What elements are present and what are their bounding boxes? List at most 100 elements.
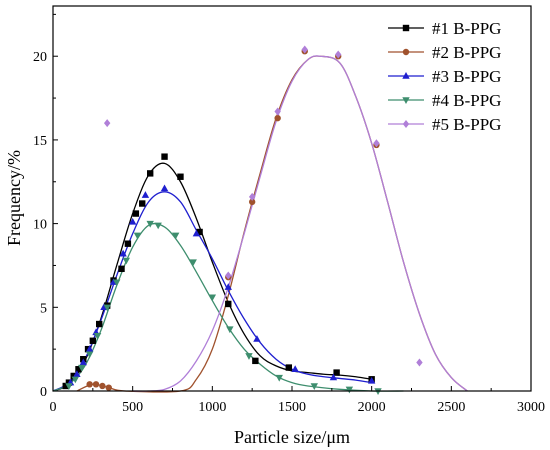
series-2-point <box>248 198 256 206</box>
series-5-point <box>416 358 423 367</box>
x-tick-label: 2500 <box>437 400 465 415</box>
series-1-point <box>124 240 132 247</box>
series-4-point <box>189 259 197 267</box>
series-1-point <box>177 173 184 180</box>
series-4-point <box>275 374 283 382</box>
series-1-point <box>196 228 203 236</box>
legend-item-3-label: #3 B-PPG <box>432 67 501 86</box>
x-tick-label: 2000 <box>358 400 386 415</box>
plot-markers <box>62 45 423 395</box>
series-3-point <box>291 365 299 372</box>
series-3-point <box>329 373 338 381</box>
series-4-point <box>146 220 154 228</box>
x-axis: 0 500 1000 1500 2000 2500 3000 <box>50 386 545 415</box>
series-4-point <box>122 257 130 265</box>
series-5-point <box>373 139 380 148</box>
series-1-point <box>161 153 168 160</box>
legend-item-4-marker <box>402 97 410 104</box>
y-axis-title: Frequency/% <box>4 150 24 246</box>
series-4-point <box>133 232 142 240</box>
series-1-point <box>118 265 125 273</box>
series-3-point <box>253 335 261 342</box>
series-4-point <box>65 383 73 390</box>
legend-item-2: #2 B-PPG <box>388 43 501 62</box>
y-tick-label: 10 <box>33 218 47 233</box>
series-4-point <box>85 351 94 359</box>
legend-item-5-marker <box>402 120 410 128</box>
series-3-point <box>224 283 232 290</box>
series-4-point <box>310 383 319 390</box>
series-1-point <box>132 210 140 217</box>
legend-item-2-marker <box>402 48 410 56</box>
series-4-point <box>113 279 121 287</box>
series-2-point <box>99 382 106 390</box>
series-4-point <box>154 222 162 230</box>
series-5-point <box>103 119 111 128</box>
legend-item-5: #5 B-PPG <box>388 115 501 134</box>
series-5-point <box>248 192 256 201</box>
series-2-point <box>105 384 112 391</box>
plot-frame <box>52 5 532 392</box>
series-1-point <box>96 320 103 328</box>
y-tick-label: 5 <box>40 301 47 316</box>
series-3-point <box>119 249 127 257</box>
series-4-point <box>93 333 102 340</box>
series-2-point <box>92 381 100 388</box>
series-1-point <box>139 200 146 207</box>
series-3-point <box>85 345 94 352</box>
y-axis: 0 5 10 15 20 <box>33 13 58 400</box>
series-4-line <box>52 222 404 392</box>
series-5-point <box>225 271 232 280</box>
series-3-line <box>52 191 372 392</box>
legend-item-5-label: #5 B-PPG <box>432 115 501 134</box>
series-5-line <box>132 55 468 392</box>
y-tick-label: 0 <box>40 385 47 400</box>
series-3-point <box>128 217 137 225</box>
x-tick-label: 1500 <box>278 400 306 415</box>
legend-item-4: #4 B-PPG <box>388 91 501 110</box>
x-tick-label: 500 <box>122 400 143 415</box>
series-1-point <box>75 366 82 373</box>
series-4-point <box>345 386 354 394</box>
series-4-point <box>245 353 253 360</box>
legend-item-1-label: #1 B-PPG <box>432 19 501 38</box>
series-5-point <box>301 45 308 54</box>
series-1-point <box>62 382 69 390</box>
series-1-point <box>333 369 340 376</box>
series-1-point <box>146 170 154 177</box>
series-3-point <box>79 358 87 366</box>
legend-item-1-marker <box>402 24 410 32</box>
legend-item-3: #3 B-PPG <box>388 67 501 86</box>
series-1-point <box>225 300 232 308</box>
series-2-point <box>274 114 281 122</box>
series-4-point <box>77 364 86 372</box>
series-1-point <box>252 357 259 365</box>
y-tick-label: 15 <box>33 134 47 149</box>
x-axis-title: Particle size/μm <box>234 427 350 447</box>
legend-item-3-marker <box>402 72 410 79</box>
series-3-point <box>73 370 81 377</box>
legend-item-2-label: #2 B-PPG <box>432 43 501 62</box>
series-3-point <box>192 229 201 237</box>
y-tick-label: 20 <box>33 50 47 65</box>
series-1-line <box>52 162 372 392</box>
series-4-point <box>171 232 180 240</box>
x-tick-label: 1000 <box>198 400 226 415</box>
series-4-point <box>374 388 382 395</box>
series-3-point <box>160 184 169 192</box>
series-1-point <box>89 337 97 344</box>
legend-item-4-label: #4 B-PPG <box>432 91 501 110</box>
series-1-point <box>285 364 293 371</box>
x-tick-label: 0 <box>50 400 57 415</box>
legend-item-1: #1 B-PPG <box>388 19 501 38</box>
series-4-point <box>103 304 111 312</box>
series-1-point <box>70 372 77 380</box>
x-tick-label: 3000 <box>517 400 545 415</box>
series-5-point <box>335 50 342 59</box>
legend: #1 B-PPG #2 B-PPG #3 B-PPG #4 B-PPG #5 B-PPG <box>388 19 501 134</box>
series-4-point <box>226 326 234 334</box>
series-4-point <box>208 294 217 302</box>
series-3-point <box>141 191 150 198</box>
series-2-point <box>86 381 93 388</box>
